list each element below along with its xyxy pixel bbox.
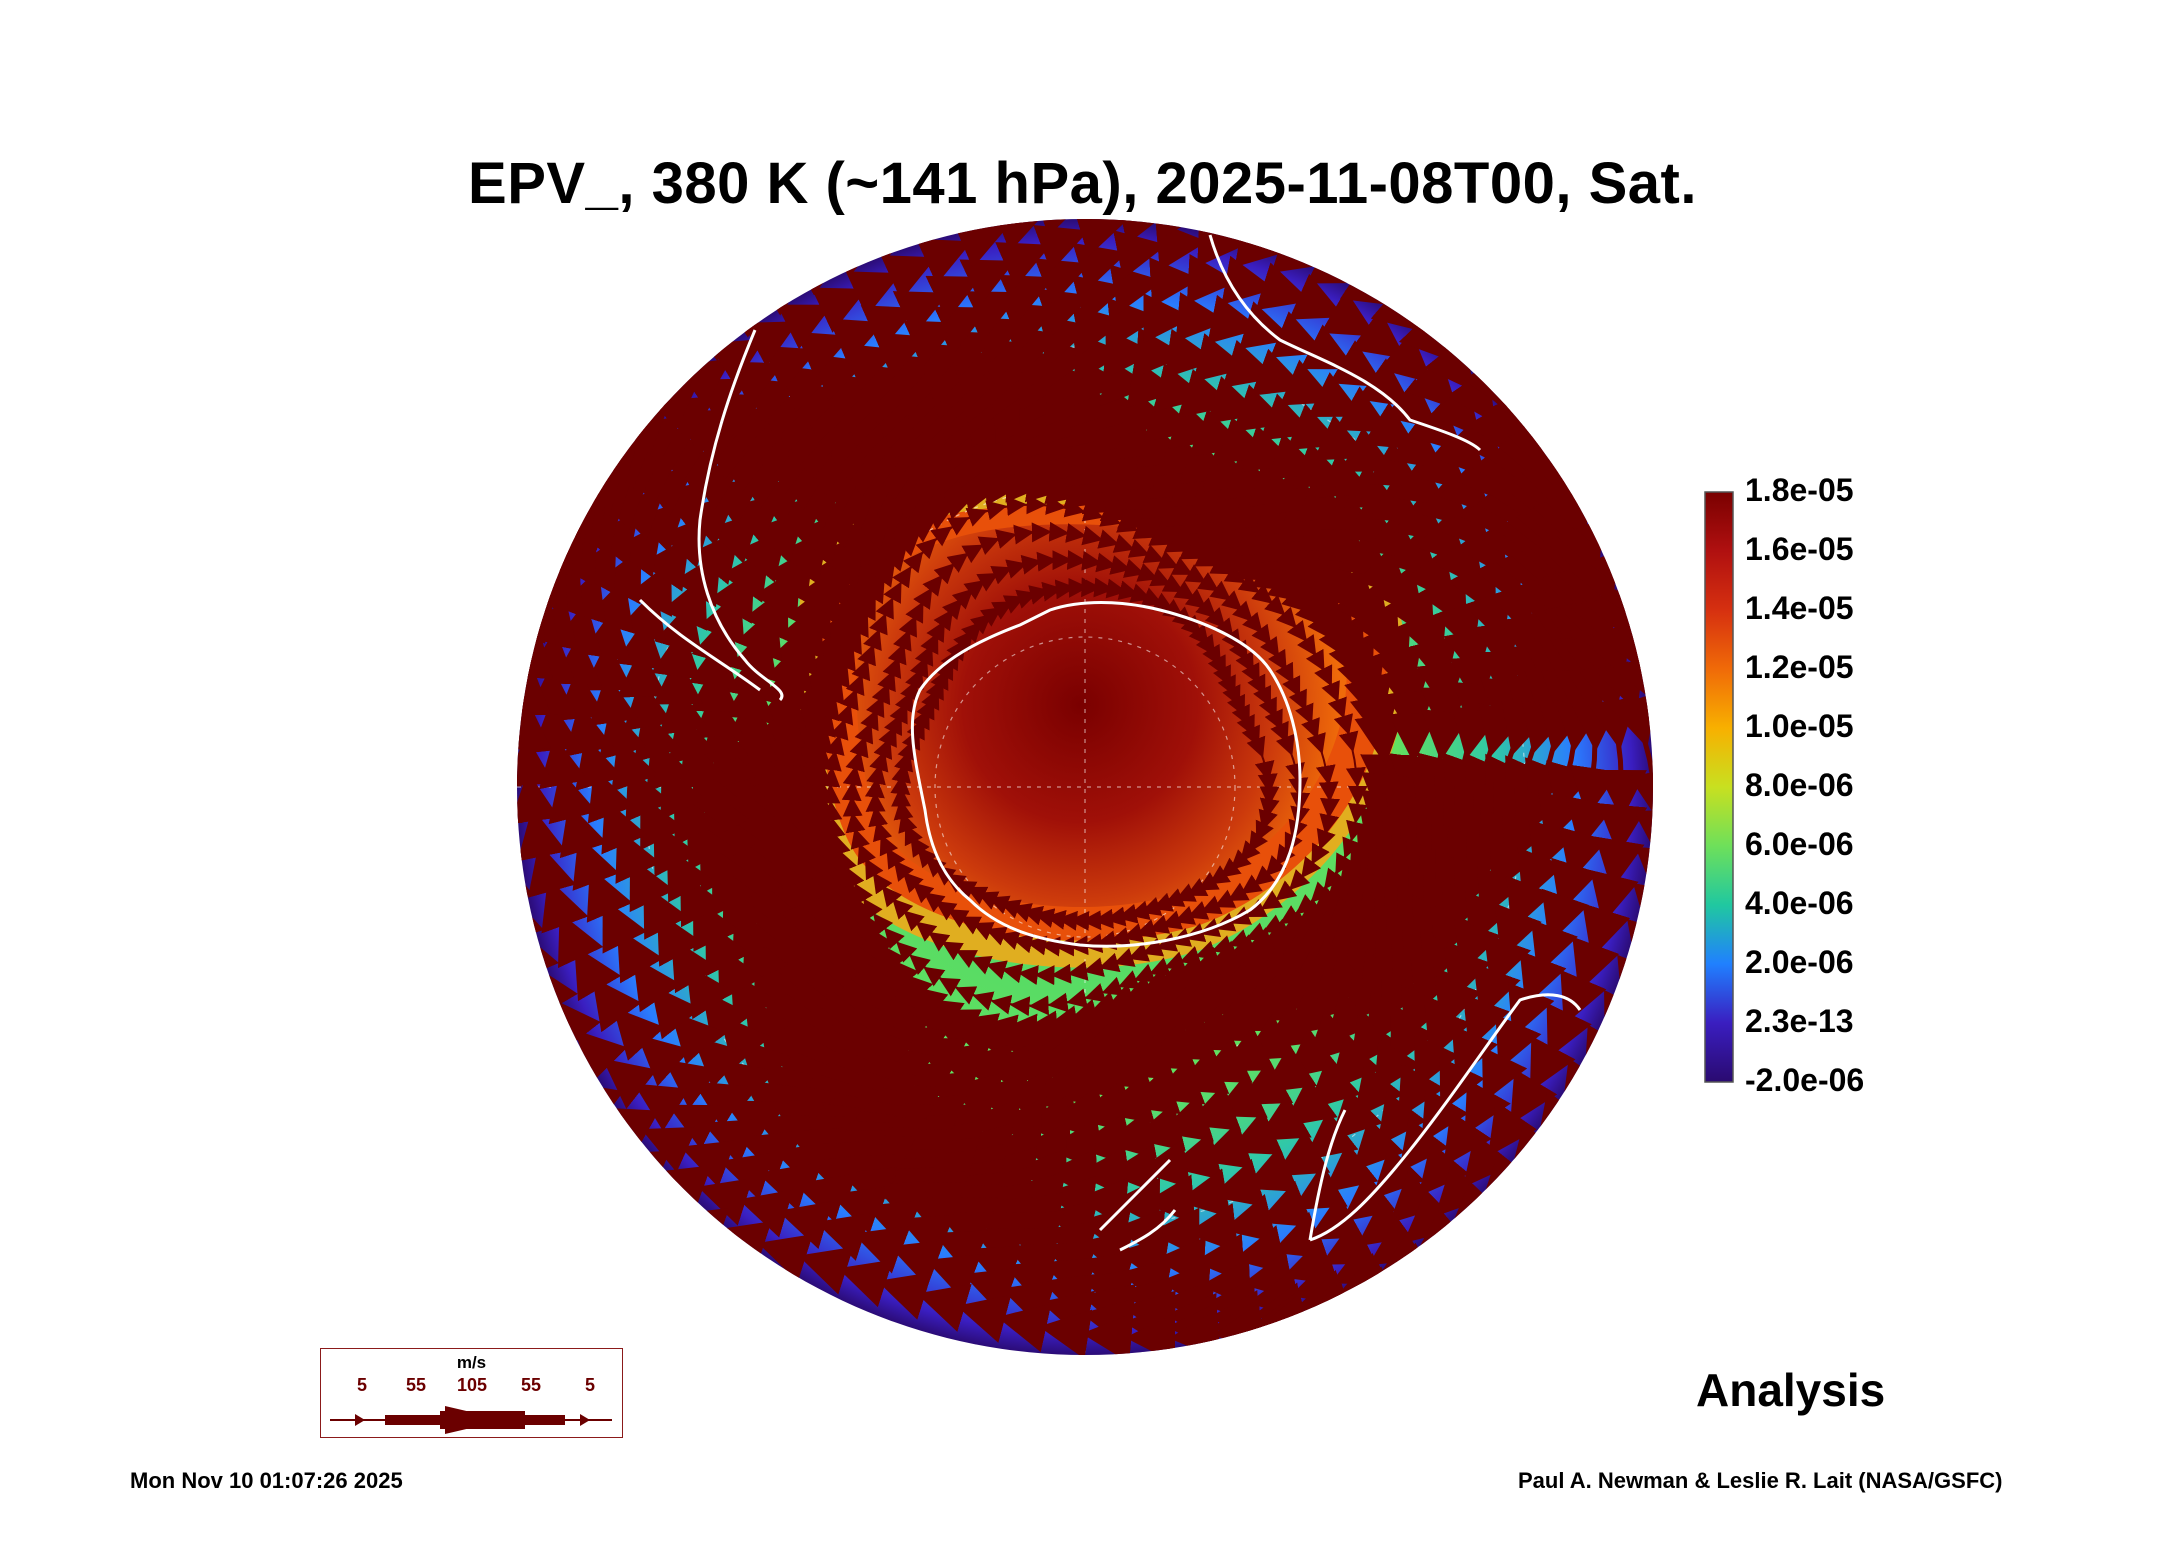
colorbar-tick-label: 1.8e-05 <box>1745 472 1854 508</box>
antarctica-coastline <box>910 601 1302 948</box>
colorbar-tick-label: 6.0e-06 <box>1745 826 1854 862</box>
colorbar-tick-label: 2.0e-06 <box>1745 944 1854 980</box>
wind-key-unit: m/s <box>456 1353 487 1372</box>
wind-key-arrow <box>330 1406 612 1434</box>
footer-credit: Paul A. Newman & Leslie R. Lait (NASA/GS… <box>1518 1468 2003 1493</box>
colorbar-tick-label: 1.2e-05 <box>1745 649 1854 685</box>
wind-key-label: 105 <box>457 1375 488 1395</box>
south-america-coastline <box>638 329 784 702</box>
colorbar-gradient <box>1705 492 1733 1082</box>
plot-title: EPV_, 380 K (~141 hPa), 2025-11-08T00, S… <box>468 151 1697 216</box>
analysis-stamp: Analysis <box>1696 1364 1886 1416</box>
colorbar-tick-label: 2.3e-13 <box>1745 1003 1854 1039</box>
australia-coastline <box>1308 993 1582 1242</box>
wind-key-label: 55 <box>521 1375 542 1395</box>
footer-timestamp: Mon Nov 10 01:07:26 2025 <box>130 1468 403 1493</box>
new-zealand-coastline <box>1098 1158 1177 1252</box>
wind-key: m/s 5 55 105 55 5 <box>320 1348 623 1438</box>
colorbar-tick-label: 8.0e-06 <box>1745 767 1854 803</box>
wind-key-label: 55 <box>406 1375 427 1395</box>
africa-coastline <box>1208 234 1482 452</box>
colorbar-tick-label: 4.0e-06 <box>1745 885 1854 921</box>
wind-key-label: 5 <box>585 1375 596 1395</box>
wind-key-label: 5 <box>357 1375 368 1395</box>
colorbar-tick-label: 1.0e-05 <box>1745 708 1854 744</box>
colorbar-frame <box>1704 491 1734 1083</box>
colorbar <box>1704 491 1734 1083</box>
colorbar-tick-label: -2.0e-06 <box>1745 1062 1865 1098</box>
colorbar-tick-label: 1.4e-05 <box>1745 590 1854 626</box>
colorbar-tick-label: 1.6e-05 <box>1745 531 1854 567</box>
